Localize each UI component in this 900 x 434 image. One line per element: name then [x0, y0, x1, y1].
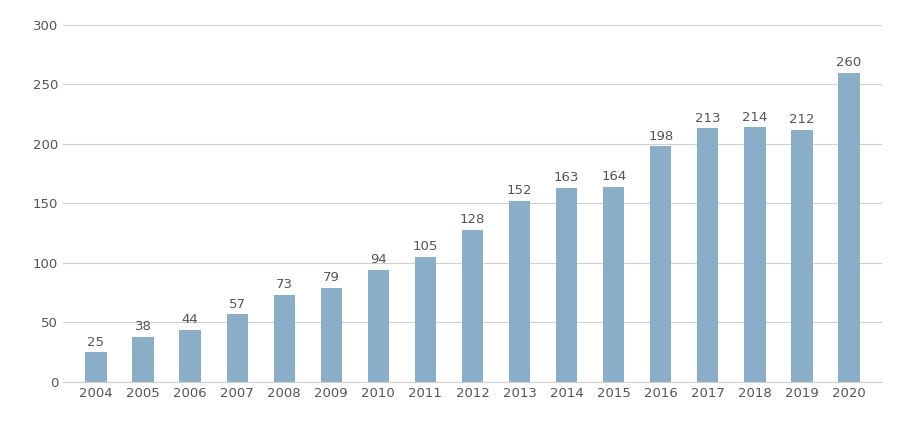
Bar: [744, 127, 766, 382]
Text: 73: 73: [275, 279, 292, 292]
Text: 128: 128: [460, 213, 485, 226]
Text: 105: 105: [413, 240, 438, 253]
Bar: [179, 329, 201, 382]
Bar: [132, 337, 154, 382]
Text: 164: 164: [601, 170, 626, 183]
Bar: [462, 230, 483, 382]
Bar: [368, 270, 389, 382]
Bar: [839, 72, 860, 382]
Text: 198: 198: [648, 130, 673, 143]
Text: 94: 94: [370, 253, 387, 266]
Text: 38: 38: [135, 320, 151, 333]
Bar: [603, 187, 625, 382]
Text: 213: 213: [695, 112, 721, 125]
Text: 152: 152: [507, 184, 532, 197]
Bar: [415, 257, 436, 382]
Bar: [509, 201, 530, 382]
Bar: [227, 314, 248, 382]
Text: 57: 57: [229, 298, 246, 310]
Text: 163: 163: [554, 171, 580, 184]
Bar: [791, 130, 813, 382]
Bar: [86, 352, 106, 382]
Text: 260: 260: [836, 56, 861, 69]
Text: 25: 25: [87, 335, 104, 349]
Text: 79: 79: [323, 271, 339, 284]
Bar: [556, 188, 577, 382]
Bar: [650, 146, 671, 382]
Bar: [320, 288, 342, 382]
Text: 212: 212: [789, 113, 814, 126]
Text: 44: 44: [182, 313, 199, 326]
Bar: [698, 128, 718, 382]
Bar: [274, 295, 295, 382]
Text: 214: 214: [742, 111, 768, 124]
